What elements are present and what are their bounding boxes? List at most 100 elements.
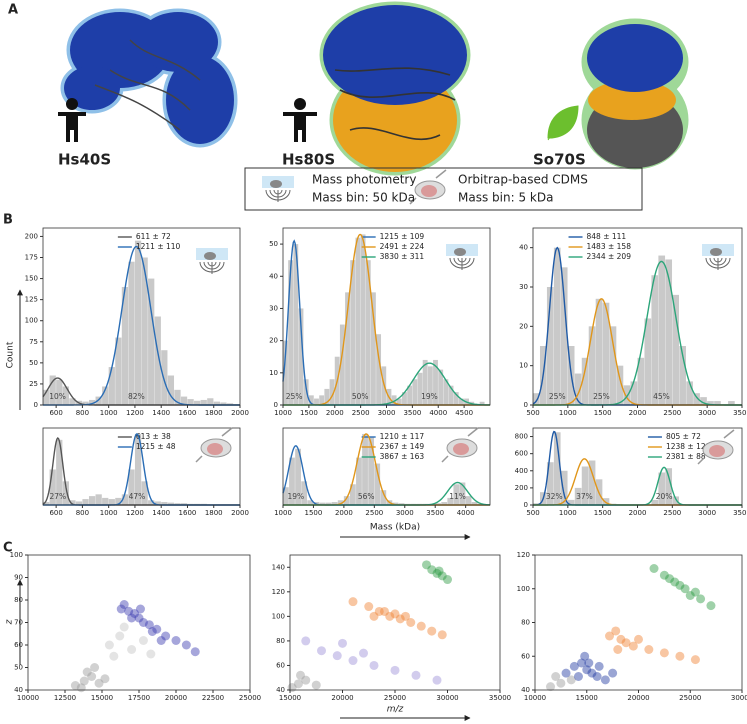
x-tick-label: 2000: [629, 509, 647, 517]
x-tick-label: 600: [49, 509, 62, 517]
scatter-point: [594, 661, 604, 671]
x-tick-label: 10000: [17, 694, 39, 702]
histogram-bar: [102, 386, 109, 405]
scatter-point: [301, 675, 311, 685]
share-label: 27%: [50, 492, 67, 501]
scatter-point: [390, 665, 400, 675]
legend-label: 2344 ± 209: [587, 252, 632, 261]
plot-frame: [289, 554, 501, 691]
x-tick-label: 500: [526, 509, 539, 517]
panel-label: B: [3, 213, 13, 228]
mp-icon: [195, 247, 229, 275]
legend-label: 1215 ± 109: [380, 232, 425, 241]
complex-label: So70S: [533, 151, 586, 169]
histogram-bar: [398, 503, 405, 505]
share-label: 47%: [129, 492, 146, 501]
x-tick-label: 1800: [205, 409, 223, 417]
legend-label: 1211 ± 110: [136, 242, 181, 251]
legend-label: 1215 ± 48: [136, 442, 176, 451]
x-tick-label: 20000: [627, 694, 649, 702]
histogram-bar: [700, 397, 707, 405]
histogram-bar: [141, 481, 148, 505]
histogram-bar: [134, 433, 142, 505]
protein: [323, 5, 467, 105]
share-label: 25%: [286, 392, 303, 401]
scatter-point: [628, 641, 638, 651]
scatter-point: [338, 638, 347, 648]
scatter-point: [680, 584, 690, 594]
histogram-bar: [343, 496, 350, 505]
y-tick-label: 120: [272, 588, 285, 596]
scatter-point: [670, 577, 680, 587]
x-tick-label: 22500: [202, 694, 224, 702]
y-tick-label: 25: [29, 380, 38, 388]
x-tick-label: 1600: [179, 509, 197, 517]
legend-label: 2367 ± 149: [380, 442, 425, 451]
y-tick-label: 80: [276, 637, 285, 645]
histogram-bar: [128, 469, 135, 505]
plot-frame: [532, 227, 743, 406]
histogram-bar: [319, 395, 325, 405]
histogram-bar: [417, 372, 423, 405]
histogram-bar: [115, 337, 122, 405]
rna: [94, 39, 201, 131]
histogram-bar: [595, 298, 603, 405]
plot-frame: [42, 427, 241, 506]
x-tick-label: 2500: [352, 409, 370, 417]
legend-label: 611 ± 72: [136, 232, 171, 241]
scatter-point: [79, 676, 89, 686]
x-tick-label: 15000: [91, 694, 113, 702]
scatter-point: [432, 568, 442, 578]
human-icon: [294, 98, 306, 110]
y-tick-label: 80: [521, 619, 530, 627]
scatter-point: [587, 668, 597, 678]
y-tick-label: 100: [517, 585, 530, 593]
scatter-point: [124, 606, 134, 616]
histogram-bar: [630, 381, 638, 405]
mp-icon: [445, 243, 479, 271]
histogram-bar: [658, 472, 666, 505]
y-tick-label: 75: [29, 338, 38, 346]
scatter-point: [443, 575, 452, 585]
y-tick-label: 20: [519, 322, 528, 330]
histogram-bar: [433, 359, 438, 405]
protein: [64, 66, 120, 110]
histogram-bar: [546, 462, 554, 505]
scatter-point: [621, 638, 631, 648]
x-tick-label: 1000: [559, 409, 577, 417]
legend-label: 2491 ± 224: [380, 242, 425, 251]
y-tick-label: 200: [25, 232, 38, 240]
x-tick-label: 30000: [731, 694, 747, 702]
y-tick-label: 800: [515, 433, 528, 441]
legend-label: 1210 ± 117: [380, 432, 425, 441]
x-tick-label: 2000: [231, 409, 249, 417]
histogram-bar: [121, 494, 129, 505]
histogram-bar: [581, 466, 589, 505]
histogram-bar: [200, 399, 207, 405]
x-tick-label: 1800: [205, 509, 223, 517]
share-label: 50%: [352, 392, 369, 401]
x-tick-label: 2500: [365, 509, 383, 517]
scatter-point: [390, 609, 400, 619]
x-tick-label: 25000: [384, 694, 406, 702]
histogram-bar: [325, 502, 332, 505]
scatter-point: [696, 594, 706, 604]
plot-frame: [282, 227, 491, 406]
histogram-bar: [465, 496, 472, 505]
x-tick-label: 3500: [403, 409, 421, 417]
histogram-bar: [95, 396, 102, 405]
histogram-bar: [220, 402, 227, 405]
scatter-point: [348, 597, 358, 607]
y-axis-label: z: [5, 619, 15, 625]
y-tick-label: 175: [25, 254, 38, 262]
histogram-bar: [49, 375, 56, 405]
histogram-bar: [376, 334, 382, 405]
y-tick-label: 0: [524, 501, 528, 509]
histogram-bar: [546, 287, 554, 405]
x-tick-label: 500: [526, 409, 539, 417]
x-tick-label: 2500: [663, 509, 681, 517]
histogram-bar: [108, 367, 115, 405]
plot-frame: [27, 554, 251, 691]
structure-hs40s: [60, 8, 238, 148]
